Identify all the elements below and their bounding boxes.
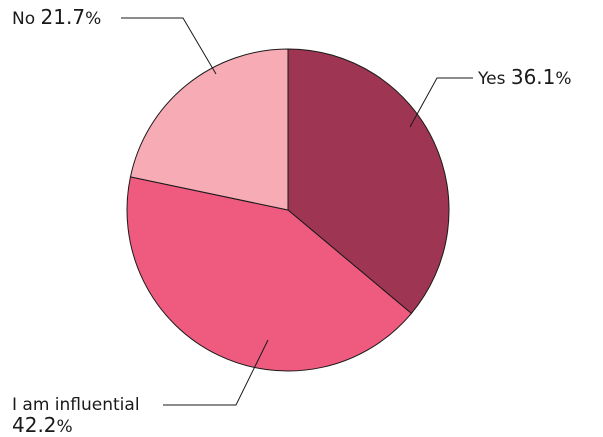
leader-line-no: [121, 17, 217, 75]
slice-label-i-am-influential: I am influential 42.2%: [12, 395, 140, 437]
pie-slice-i-am-influential: [126, 176, 413, 372]
pie-slices: [126, 48, 450, 372]
pie-slice-yes: [287, 48, 450, 315]
leader-line-i-am-influential: [163, 339, 269, 406]
slice-label-yes: Yes 36.1%: [477, 65, 572, 89]
slice-label-no: No 21.7%: [12, 5, 101, 29]
leader-line-yes: [409, 77, 473, 128]
slice-labels: Yes 36.1% I am influential 42.2% No 21.7%: [12, 5, 572, 437]
leader-lines: [121, 17, 473, 406]
pie-slice-no: [129, 48, 289, 211]
